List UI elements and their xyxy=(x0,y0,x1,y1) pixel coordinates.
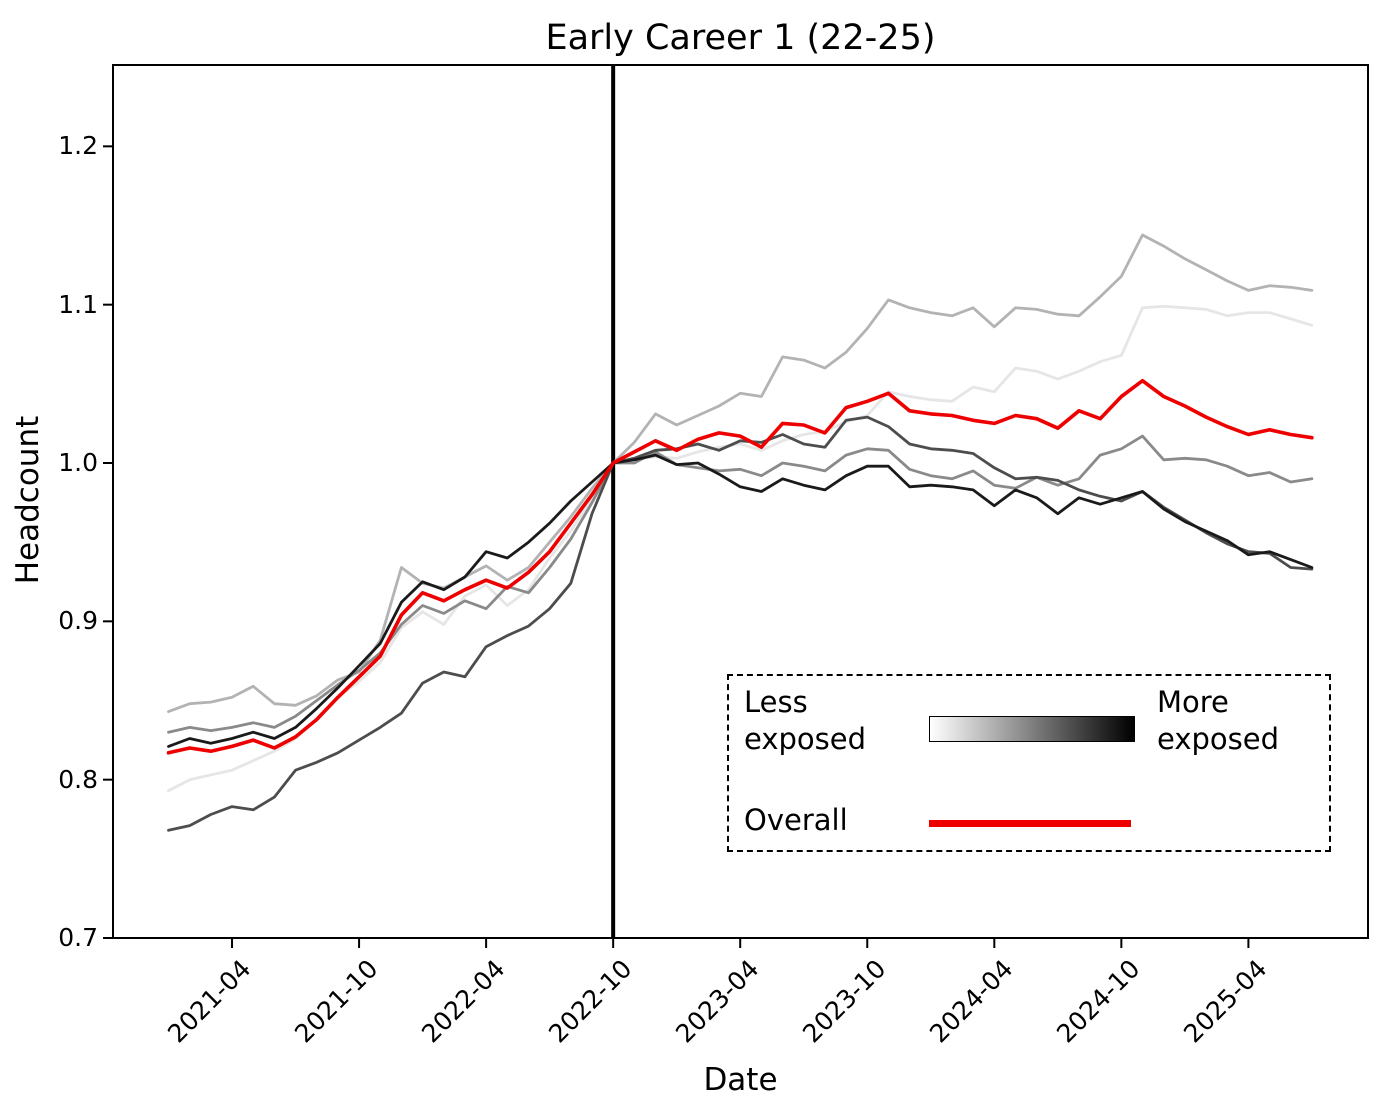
y-tick-label: 1.0 xyxy=(58,448,98,477)
y-tick-label: 0.7 xyxy=(58,923,98,952)
plot-border xyxy=(112,64,1369,939)
series-quintile-2 xyxy=(167,233,1314,713)
series-quintile-5-most-exposed xyxy=(167,453,1314,748)
legend-more-exposed-label: More exposed xyxy=(1157,685,1280,756)
legend: Less exposed More exposed Overall xyxy=(727,674,1331,852)
legend-overall-label: Overall xyxy=(744,803,848,837)
y-tick-label: 1.1 xyxy=(58,289,98,319)
data-series xyxy=(166,233,1314,832)
series-quintile-1-least-exposed xyxy=(167,304,1314,793)
series-quintile-3 xyxy=(167,434,1314,734)
series-overall xyxy=(166,378,1314,755)
y-tick-label: 0.8 xyxy=(58,764,98,794)
exposure-gradient-swatch xyxy=(929,716,1135,742)
overall-line-swatch xyxy=(929,820,1131,827)
chart-title: Early Career 1 (22-25) xyxy=(545,18,936,58)
series-quintile-4 xyxy=(167,415,1314,832)
y-tick-label: 1.2 xyxy=(58,131,98,161)
y-tick-label: 0.9 xyxy=(58,606,98,636)
x-axis-label: Date xyxy=(703,1062,778,1098)
tick-marks xyxy=(103,145,1250,948)
legend-less-exposed-label: Less exposed xyxy=(744,685,867,756)
